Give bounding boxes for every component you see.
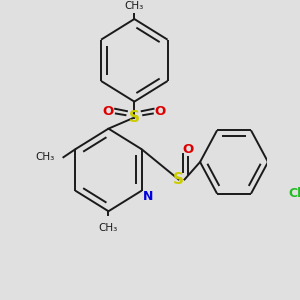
Text: Cl: Cl (288, 187, 300, 200)
Text: N: N (142, 190, 153, 203)
Text: CH₃: CH₃ (125, 1, 144, 11)
Text: O: O (103, 106, 114, 118)
Text: O: O (182, 143, 193, 156)
Text: O: O (154, 106, 166, 118)
Text: CH₃: CH₃ (35, 152, 55, 162)
Text: S: S (129, 110, 140, 125)
Text: S: S (173, 172, 184, 187)
Text: CH₃: CH₃ (99, 223, 118, 233)
